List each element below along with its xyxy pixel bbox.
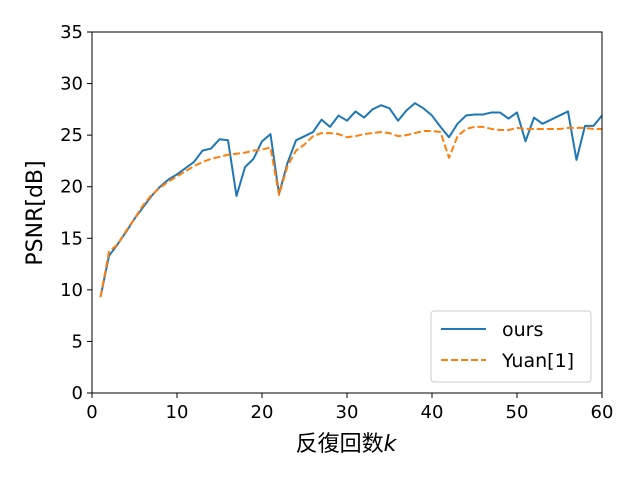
x-axis-label-text: 反復回数 [296,432,384,457]
x-tick-label: 20 [251,402,274,423]
y-tick-label: 5 [72,331,83,352]
y-tick-label: 10 [60,280,83,301]
y-tick-label: 25 [60,125,83,146]
y-axis-ticks: 0 5 10 15 20 25 30 35 [60,22,92,404]
x-tick-label: 10 [166,402,189,423]
legend-label-ours: ours [502,319,543,341]
y-tick-label: 15 [60,228,83,249]
y-tick-label: 0 [72,383,83,404]
x-tick-label: 50 [506,402,529,423]
series-line-yuan [99,125,602,298]
plot-frame [91,31,603,394]
y-tick-label: 20 [60,177,83,198]
legend: ours Yuan[1] [430,310,592,383]
x-axis-label-variable: k [384,432,398,457]
y-axis-label: PSNR[dB] [23,160,48,265]
x-tick-label: 40 [421,402,444,423]
x-tick-label: 0 [86,402,97,423]
x-axis-label: 反復回数k [296,432,398,457]
series-layer [99,102,603,298]
series-line-ours [99,102,603,298]
x-tick-label: 60 [591,402,614,423]
legend-label-yuan: Yuan[1] [501,350,574,372]
y-tick-label: 30 [60,74,83,95]
x-tick-label: 30 [336,402,359,423]
y-tick-label: 35 [60,22,83,43]
x-axis-ticks: 0 10 20 30 40 50 60 [86,393,613,423]
